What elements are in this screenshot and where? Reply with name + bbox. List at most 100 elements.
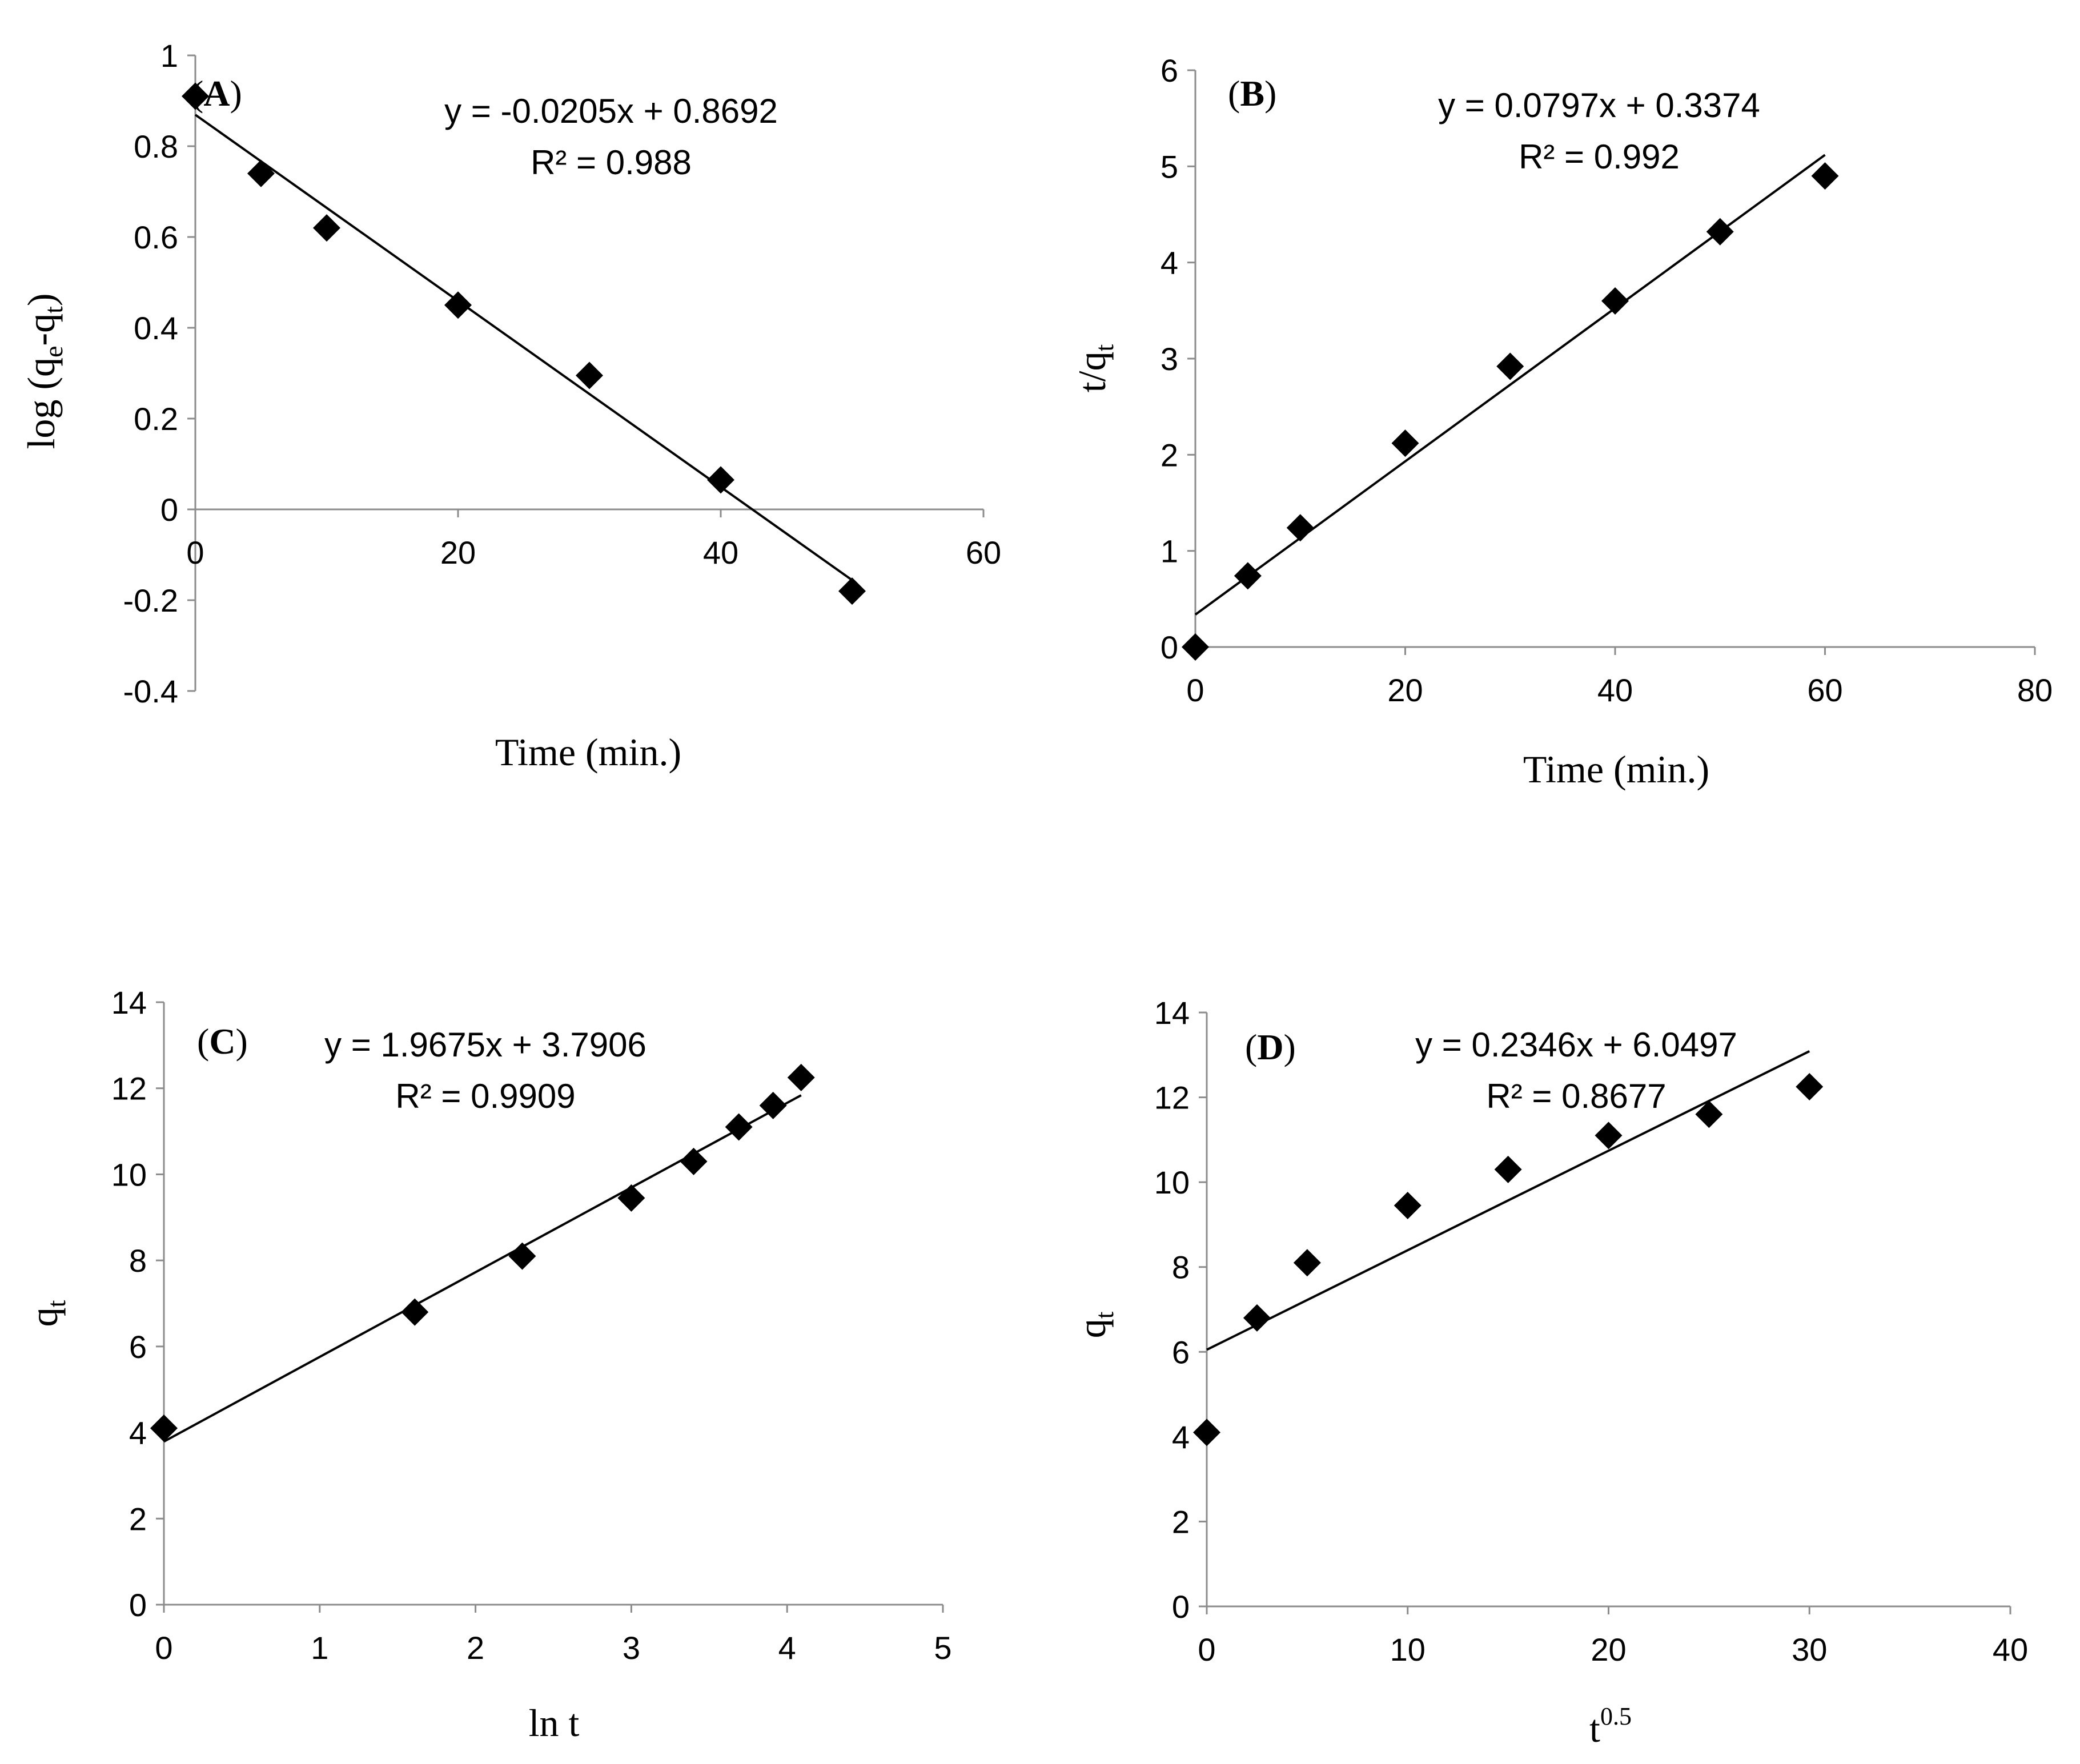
y-tick-label: 0 [129, 1587, 147, 1623]
panel-label: (A) [191, 73, 242, 114]
y-tick-label: 14 [111, 985, 147, 1020]
x-axis-title: Time (min.) [1523, 748, 1709, 791]
y-tick-label: 8 [129, 1243, 147, 1279]
chart-panel-d: 0 2 4 6 8 10 12 14 0 10 20 30 40 (D) y = 0.2346x + 6.0… [1070, 995, 2028, 1750]
y-tick-label: 3 [1161, 341, 1178, 377]
data-point [1286, 514, 1314, 542]
x-tick-label: 40 [703, 535, 738, 570]
data-point [838, 577, 866, 605]
data-point [444, 291, 472, 319]
x-tick-label: 0 [155, 1630, 172, 1666]
data-point [1595, 1122, 1623, 1150]
y-tick-label: 14 [1154, 995, 1190, 1031]
y-tick-label: -0.4 [123, 673, 179, 709]
y-tick-label: 8 [1172, 1249, 1190, 1285]
y-tick-label: 0.2 [134, 401, 178, 437]
y-tick-label: 1 [1161, 533, 1178, 569]
x-tick-label: 2 [467, 1630, 484, 1666]
data-point [1193, 1419, 1220, 1446]
x-tick-label: 0 [1186, 672, 1204, 708]
x-tick-label: 20 [1387, 672, 1423, 708]
x-tick-label: 3 [623, 1630, 640, 1666]
y-axis-title: t/qt [1070, 344, 1119, 392]
y-tick-label: 0 [1172, 1589, 1190, 1625]
trendline [163, 1094, 802, 1443]
data-point [1494, 1155, 1522, 1183]
y-tick-label: 2 [1172, 1504, 1190, 1540]
y-axis-title: qt [22, 1300, 71, 1327]
data-point [1496, 352, 1524, 380]
data-point [150, 1415, 178, 1442]
y-tick-label: -0.2 [123, 582, 179, 618]
data-point [576, 361, 603, 389]
y-axis-title: qt [1070, 1311, 1119, 1338]
x-tick-label: 20 [440, 535, 476, 570]
y-axis-title: log (qe-qt) [19, 293, 68, 449]
data-point [725, 1113, 753, 1141]
data-point [401, 1298, 429, 1326]
data-point [1811, 162, 1839, 190]
y-tick-label: 12 [111, 1071, 147, 1107]
data-point [1601, 287, 1629, 315]
y-tick-label: 0.6 [134, 219, 178, 255]
data-point [759, 1091, 787, 1119]
x-axis-title: Time (min.) [495, 730, 681, 774]
y-tick-label: 4 [1172, 1419, 1190, 1455]
y-tick-label: 2 [1161, 437, 1178, 473]
trendline-equation: y = 1.9675x + 3.7906 [324, 1026, 647, 1064]
trendline-equation: y = 0.2346x + 6.0497 [1415, 1026, 1737, 1064]
r-squared-label: R² = 0.8677 [1486, 1077, 1666, 1115]
r-squared-label: R² = 0.992 [1519, 138, 1680, 176]
y-tick-label: 6 [129, 1329, 147, 1365]
x-tick-label: 20 [1591, 1632, 1626, 1667]
x-tick-label: 40 [1597, 672, 1633, 708]
x-axis-title: t0.5 [1589, 1702, 1632, 1750]
panel-label: (D) [1245, 1027, 1296, 1067]
data-point [1293, 1249, 1321, 1277]
y-tick-label: 0.4 [134, 310, 178, 346]
data-point [680, 1147, 708, 1175]
chart-panel-a: -0.4-0.200.20.40.60.810 20 40 60(A) y = -0.0… [19, 38, 1001, 774]
data-point [508, 1242, 536, 1270]
x-tick-label: 1 [311, 1630, 328, 1666]
x-tick-label: 60 [1807, 672, 1842, 708]
y-tick-label: 5 [1161, 148, 1178, 184]
x-tick-label: 5 [934, 1630, 951, 1666]
data-point [1391, 429, 1419, 457]
data-point [1394, 1192, 1422, 1219]
panel-label: (B) [1228, 73, 1276, 114]
x-tick-label: 60 [966, 535, 1001, 570]
data-point [1695, 1100, 1723, 1128]
x-tick-label: 40 [1993, 1632, 2028, 1667]
x-tick-label: 4 [778, 1630, 796, 1666]
data-point [247, 159, 275, 187]
y-tick-label: 4 [1161, 245, 1178, 281]
x-tick-label: 0 [186, 535, 204, 570]
r-squared-label: R² = 0.9909 [395, 1077, 575, 1115]
trendline-equation: y = -0.0205x + 0.8692 [444, 92, 778, 130]
y-tick-label: 0.8 [134, 128, 178, 164]
y-tick-label: 2 [129, 1501, 147, 1537]
trendline-equation: y = 0.0797x + 0.3374 [1438, 86, 1760, 124]
y-tick-label: 10 [111, 1156, 147, 1192]
panel-label: (C) [197, 1021, 248, 1062]
data-point [1243, 1304, 1271, 1332]
x-tick-label: 80 [2017, 672, 2053, 708]
data-point [313, 214, 340, 242]
y-tick-label: 0 [1161, 629, 1178, 665]
data-point [1182, 633, 1209, 661]
data-point [182, 82, 209, 110]
y-tick-label: 0 [160, 492, 178, 528]
trendline [1194, 154, 1826, 616]
x-tick-label: 0 [1198, 1632, 1215, 1667]
data-point [1706, 218, 1734, 246]
data-point [787, 1063, 815, 1091]
y-tick-label: 4 [129, 1415, 147, 1451]
y-tick-label: 10 [1154, 1164, 1190, 1200]
data-point [1796, 1073, 1824, 1100]
data-point [1234, 562, 1262, 590]
y-tick-label: 1 [160, 38, 178, 74]
y-tick-label: 12 [1154, 1080, 1190, 1116]
